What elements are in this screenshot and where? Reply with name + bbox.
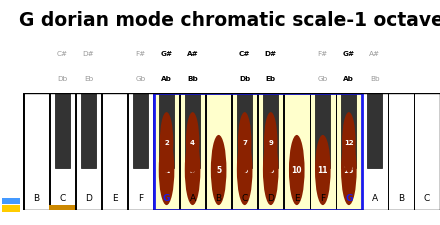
Text: C: C — [424, 194, 430, 203]
Bar — [24, 93, 49, 210]
Bar — [237, 93, 252, 168]
Text: A#: A# — [187, 51, 198, 57]
Circle shape — [289, 135, 304, 205]
Text: Eb: Eb — [266, 76, 276, 82]
Text: C: C — [242, 194, 248, 203]
Text: B: B — [216, 194, 222, 203]
Text: 1: 1 — [164, 166, 169, 175]
Circle shape — [315, 135, 330, 205]
Bar — [206, 93, 231, 210]
Bar — [55, 93, 70, 168]
Text: G#: G# — [343, 51, 355, 57]
Text: 7: 7 — [242, 140, 247, 146]
Bar — [263, 93, 278, 168]
Text: Bb: Bb — [187, 76, 198, 82]
Text: Gb: Gb — [136, 76, 146, 82]
Bar — [284, 93, 309, 210]
Bar — [232, 93, 257, 210]
Text: A#: A# — [369, 51, 381, 57]
Text: E: E — [112, 194, 117, 203]
Bar — [315, 93, 330, 168]
Text: 10: 10 — [292, 166, 302, 175]
Text: F#: F# — [136, 51, 146, 57]
Text: B: B — [33, 194, 40, 203]
Bar — [102, 93, 127, 210]
Text: 9: 9 — [268, 140, 273, 146]
Text: D: D — [267, 194, 274, 203]
Text: C#: C# — [57, 51, 68, 57]
Circle shape — [160, 112, 173, 173]
Bar — [154, 93, 362, 210]
Text: Db: Db — [239, 76, 250, 82]
Bar — [133, 93, 148, 168]
Text: G: G — [345, 194, 352, 203]
Bar — [310, 93, 336, 210]
Text: 11: 11 — [318, 166, 328, 175]
Text: A: A — [372, 194, 378, 203]
Bar — [2, 205, 20, 212]
Circle shape — [341, 135, 357, 205]
Text: D#: D# — [83, 51, 94, 57]
Text: G#: G# — [161, 51, 172, 57]
Text: C#: C# — [239, 51, 250, 57]
Circle shape — [264, 112, 278, 173]
Text: D#: D# — [265, 51, 277, 57]
Bar — [362, 93, 388, 210]
Text: E: E — [294, 194, 300, 203]
Text: F#: F# — [318, 51, 328, 57]
Text: Ab: Ab — [161, 76, 172, 82]
Text: Gb: Gb — [318, 76, 328, 82]
Bar — [49, 205, 75, 210]
Text: D: D — [85, 194, 92, 203]
Text: 5: 5 — [216, 166, 221, 175]
Bar — [258, 93, 283, 210]
Text: 2: 2 — [164, 140, 169, 146]
Bar — [159, 93, 174, 168]
Text: 3: 3 — [190, 166, 195, 175]
Text: Bb: Bb — [370, 76, 380, 82]
Circle shape — [263, 135, 279, 205]
Text: A: A — [190, 194, 196, 203]
Bar — [341, 93, 356, 168]
Text: F: F — [320, 194, 325, 203]
Circle shape — [186, 112, 199, 173]
Bar — [388, 93, 414, 210]
Bar — [367, 93, 382, 168]
Bar — [185, 93, 200, 168]
Bar — [154, 93, 180, 210]
Text: B: B — [398, 194, 404, 203]
Circle shape — [238, 112, 251, 173]
Bar — [180, 93, 205, 210]
Circle shape — [211, 135, 227, 205]
Text: basicmusictheory.com: basicmusictheory.com — [9, 79, 14, 137]
Text: 4: 4 — [190, 140, 195, 146]
Circle shape — [342, 112, 356, 173]
Bar — [50, 93, 75, 210]
Text: 12: 12 — [344, 140, 354, 146]
Bar — [414, 93, 440, 210]
Circle shape — [185, 135, 200, 205]
Bar — [2, 198, 20, 204]
Text: C: C — [59, 194, 66, 203]
Bar — [81, 93, 96, 168]
Circle shape — [159, 135, 174, 205]
Text: Eb: Eb — [84, 76, 93, 82]
Text: 8: 8 — [268, 166, 273, 175]
Text: 6: 6 — [242, 166, 247, 175]
Text: 13: 13 — [344, 166, 354, 175]
Text: G dorian mode chromatic scale-1 octave: G dorian mode chromatic scale-1 octave — [19, 11, 440, 30]
Text: Db: Db — [57, 76, 67, 82]
Text: F: F — [138, 194, 143, 203]
Text: G: G — [163, 194, 170, 203]
Bar — [128, 93, 153, 210]
Bar — [76, 93, 101, 210]
Circle shape — [237, 135, 253, 205]
Text: Ab: Ab — [343, 76, 354, 82]
Bar — [336, 93, 362, 210]
